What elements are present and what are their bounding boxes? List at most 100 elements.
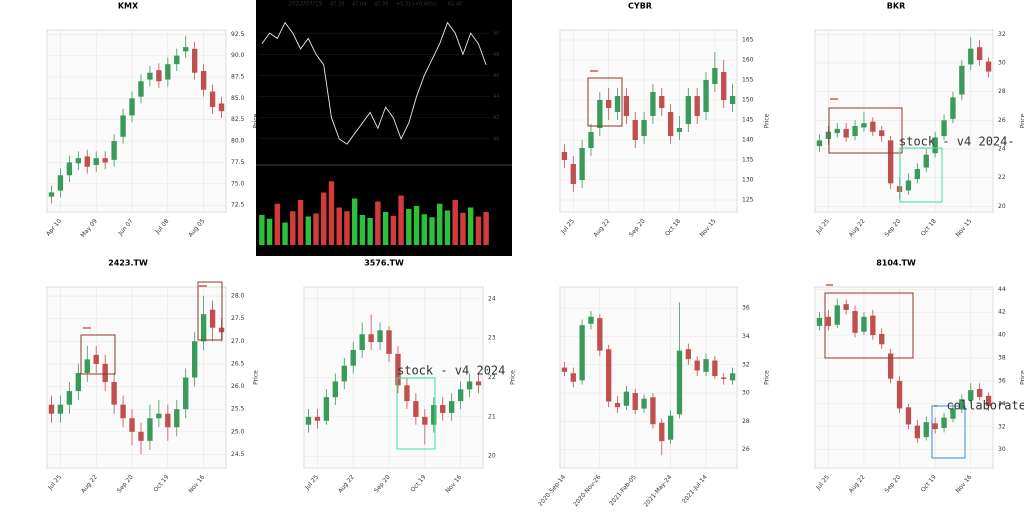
volume-bar <box>282 222 288 245</box>
header-text: 62.4K <box>448 2 463 8</box>
annotation-box <box>824 292 914 359</box>
y-tick-label: 87.5 <box>231 73 245 80</box>
candle-body <box>165 413 171 428</box>
candle-body <box>606 349 612 402</box>
y-tick-label: 50 <box>493 31 499 37</box>
x-tick-label: Oct 19 <box>920 474 938 494</box>
candle-body <box>570 164 576 184</box>
volume-bar <box>460 212 466 245</box>
candle-body <box>923 154 929 168</box>
candle-body <box>959 65 965 95</box>
candle-body <box>597 100 603 128</box>
volume-bar <box>382 212 389 245</box>
candle-body <box>138 431 144 441</box>
y-tick-label: 92.5 <box>231 31 245 38</box>
candle-body <box>314 416 321 421</box>
candle-body <box>111 141 117 160</box>
candle-body <box>825 131 832 139</box>
candle-body <box>959 399 965 410</box>
y-axis-label: Price <box>510 370 517 385</box>
y-axis-label: Price <box>253 370 260 385</box>
candle-body <box>183 377 189 410</box>
candle-body <box>129 98 135 116</box>
candle-body <box>138 81 144 97</box>
candle-body <box>712 360 718 377</box>
volume-bar <box>328 181 335 245</box>
y-tick-label: 27.5 <box>231 315 245 322</box>
candle-body <box>703 80 709 112</box>
candle-body <box>721 72 727 100</box>
y-tick-label: 24.5 <box>231 451 245 458</box>
candle-body <box>93 354 99 364</box>
y-tick-label: 22 <box>488 374 496 381</box>
candle-body <box>985 395 992 407</box>
candle-body <box>623 391 630 406</box>
candle-body <box>440 405 446 413</box>
candle-body <box>413 401 419 417</box>
candle-body <box>976 388 983 397</box>
chart-title: 2423.TW <box>108 259 148 268</box>
x-tick-label: Aug 05 <box>187 218 206 239</box>
candle-body <box>191 341 198 378</box>
x-tick-label: Sep 20 <box>883 218 902 239</box>
volume-bar <box>313 213 319 245</box>
volume-bar <box>297 200 304 245</box>
candle-body <box>968 48 974 65</box>
x-tick-label: Sep 20 <box>628 218 647 239</box>
chart-title: CYBR <box>628 2 652 11</box>
x-tick-label: Nov 15 <box>699 218 718 239</box>
candle-body <box>729 96 736 104</box>
candle-body <box>694 96 700 116</box>
candle-body <box>84 359 90 373</box>
candle-body <box>650 92 656 116</box>
x-tick-label: Aug 22 <box>80 474 99 495</box>
x-tick-label: Jun 07 <box>117 218 135 238</box>
y-tick-label: 24 <box>488 295 496 302</box>
volume-bar <box>467 207 474 245</box>
volume-bar <box>259 215 265 245</box>
annotation-box <box>931 405 966 459</box>
volume-bar <box>406 209 412 245</box>
volume-bar <box>429 217 435 245</box>
y-tick-label: 82.5 <box>231 116 245 123</box>
chart-title: KMX <box>118 2 139 11</box>
header-text: 47.39 <box>374 2 388 8</box>
volume-bar <box>305 216 311 245</box>
candle-body <box>66 162 73 176</box>
candle-body <box>102 158 108 163</box>
candle-body <box>623 96 630 116</box>
y-tick-label: 28 <box>998 88 1006 95</box>
candle-body <box>448 401 455 413</box>
candle-body <box>659 96 665 108</box>
candle-body <box>606 100 612 108</box>
y-tick-label: 20 <box>998 203 1006 210</box>
y-tick-label: 44 <box>998 286 1006 293</box>
x-tick-label: Oct 18 <box>664 218 682 238</box>
x-tick-label: Nov 15 <box>954 218 973 239</box>
y-tick-label: 75.0 <box>231 180 245 187</box>
chart-title: BKR <box>887 2 905 11</box>
candle-body <box>887 140 894 184</box>
volume-bar <box>367 218 373 245</box>
y-tick-label: 25.0 <box>231 428 245 435</box>
y-tick-label: 165 <box>742 37 754 44</box>
y-tick-label: 26 <box>998 117 1006 124</box>
plot-area <box>814 29 994 213</box>
candle-body <box>422 416 428 425</box>
candle-body <box>861 123 867 128</box>
candle-body <box>209 309 216 328</box>
chart-title: 3576.TW <box>364 259 404 268</box>
x-tick-label: Oct 19 <box>409 474 427 494</box>
candle-body <box>641 120 647 136</box>
candle-body <box>816 140 823 147</box>
annotation-box <box>197 281 223 341</box>
x-tick-label: Oct 18 <box>920 218 938 238</box>
candle-body <box>667 415 674 440</box>
chart-title: 8104.TW <box>876 259 916 268</box>
candle-body <box>561 152 568 160</box>
x-tick-label: Aug 22 <box>592 218 611 239</box>
candle-body <box>950 408 956 419</box>
volume-bar <box>452 200 458 245</box>
y-tick-label: 25.5 <box>231 406 245 413</box>
